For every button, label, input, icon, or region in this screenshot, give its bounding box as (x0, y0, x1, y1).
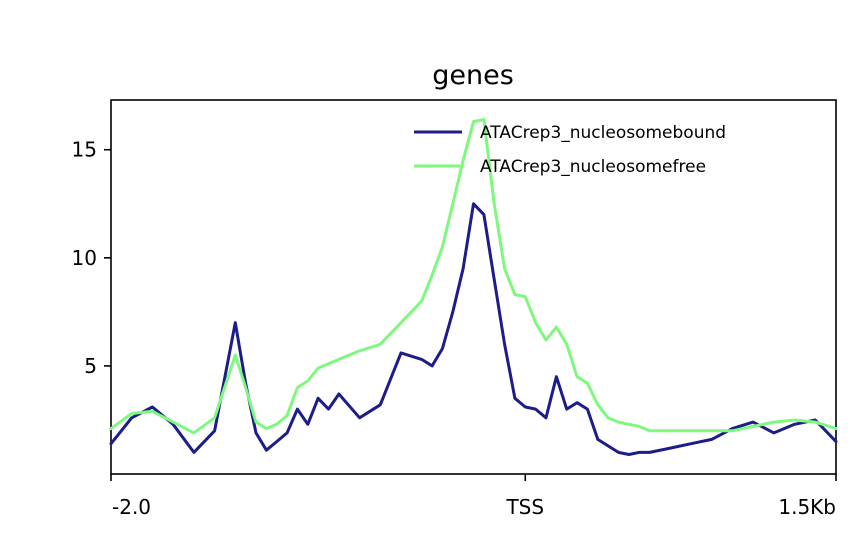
series-line-1 (109, 118, 838, 435)
series-line-0 (109, 202, 838, 456)
legend-label: ATACrep3_nucleosomebound (480, 123, 726, 143)
y-tick-label: 15 (72, 138, 97, 162)
x-axis: -2.0 TSS 1.5Kb (110, 474, 837, 519)
chart-title: genes (432, 60, 514, 91)
x-tick-label: -2.0 (112, 495, 151, 519)
plot-lines (109, 118, 838, 456)
legend-label: ATACrep3_nucleosomefree (480, 157, 706, 177)
y-tick-label: 10 (72, 246, 97, 270)
plot-area (110, 99, 837, 475)
y-tick-label: 5 (84, 354, 97, 378)
y-axis: 5 10 15 (72, 138, 111, 378)
x-tick-label: TSS (505, 495, 544, 519)
x-tick-label: 1.5Kb (778, 495, 836, 519)
legend: ATACrep3_nucleosomebound ATACrep3_nucleos… (414, 123, 726, 177)
